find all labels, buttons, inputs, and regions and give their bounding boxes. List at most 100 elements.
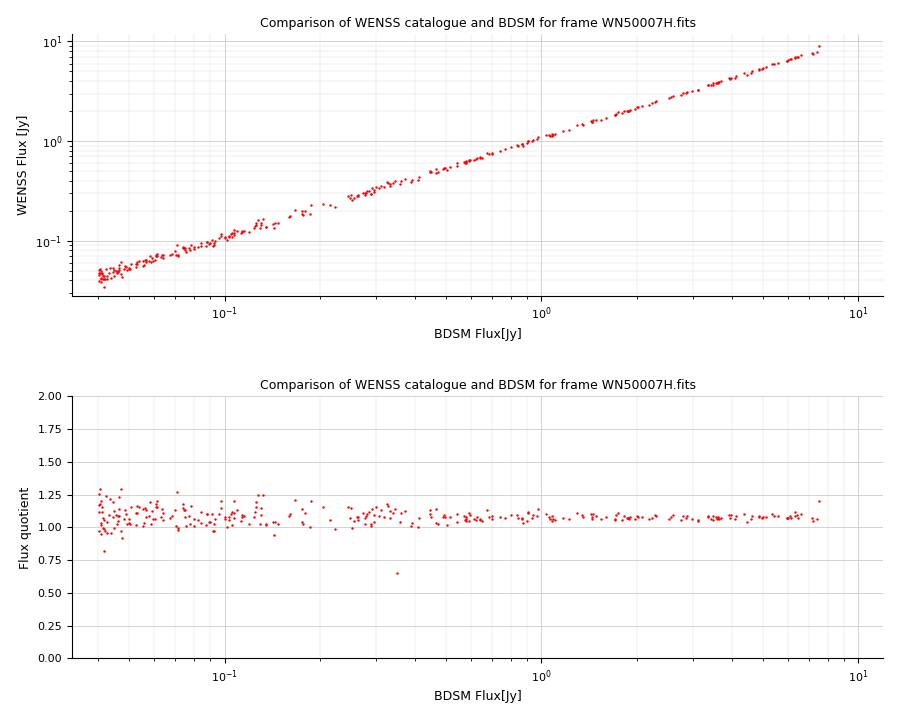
Point (206, 525, 220, 536)
Point (283, 508, 297, 520)
Point (711, 511, 725, 523)
Point (94, 519, 109, 531)
Point (176, 242, 191, 253)
Point (556, 513, 571, 524)
Point (765, 508, 779, 520)
Point (156, 252, 170, 264)
Point (206, 240, 220, 251)
Point (711, 76, 725, 88)
Point (150, 495, 165, 507)
Point (544, 130, 559, 142)
Point (628, 513, 643, 524)
Point (259, 519, 274, 531)
Point (438, 162, 453, 174)
Point (220, 521, 234, 533)
Point (770, 510, 785, 522)
Point (756, 511, 770, 523)
Point (268, 217, 283, 229)
Point (119, 508, 133, 519)
Point (473, 515, 488, 526)
Point (779, 55, 794, 67)
Point (364, 518, 378, 530)
Point (390, 567, 404, 579)
Point (684, 513, 698, 524)
Point (608, 513, 622, 525)
Point (642, 513, 656, 525)
Point (789, 509, 804, 521)
Point (381, 500, 395, 512)
Point (466, 154, 481, 166)
Point (266, 222, 281, 233)
Point (112, 491, 127, 503)
Point (117, 264, 131, 275)
Point (194, 238, 209, 249)
Point (122, 517, 136, 528)
Point (436, 511, 450, 523)
Point (266, 529, 281, 541)
Point (429, 517, 444, 528)
Point (708, 511, 723, 523)
Point (736, 508, 751, 520)
Point (575, 509, 590, 521)
Point (480, 147, 494, 158)
Point (191, 515, 205, 526)
Point (139, 504, 153, 516)
Point (585, 117, 599, 128)
Point (584, 115, 598, 127)
Point (621, 513, 635, 524)
Point (745, 510, 760, 521)
Point (584, 508, 598, 519)
Point (183, 245, 197, 256)
Point (623, 104, 637, 116)
Point (92, 488, 106, 500)
Point (463, 156, 477, 167)
Point (168, 520, 183, 531)
Point (214, 502, 229, 513)
Point (648, 510, 662, 521)
Point (498, 143, 512, 155)
Point (745, 66, 760, 77)
Point (179, 521, 194, 532)
Point (218, 232, 232, 243)
Point (167, 505, 182, 516)
Point (136, 504, 150, 516)
Point (115, 532, 130, 544)
Point (520, 516, 535, 527)
Title: Comparison of WENSS catalogue and BDSM for frame WN50007H.fits: Comparison of WENSS catalogue and BDSM f… (259, 379, 696, 392)
Point (794, 50, 808, 61)
Point (96, 545, 111, 557)
Point (545, 128, 560, 140)
Point (608, 109, 623, 121)
Point (212, 508, 226, 519)
Point (520, 135, 535, 147)
Point (443, 161, 457, 172)
Point (515, 513, 529, 524)
Point (700, 79, 715, 91)
Point (248, 219, 263, 230)
Point (148, 513, 162, 525)
Point (96, 512, 111, 523)
Point (176, 240, 190, 252)
Point (225, 232, 239, 243)
X-axis label: BDSM Flux[Jy]: BDSM Flux[Jy] (434, 690, 521, 703)
Point (120, 518, 134, 530)
Point (144, 253, 158, 264)
Point (712, 76, 726, 88)
Point (104, 273, 118, 284)
Point (642, 99, 656, 110)
Point (178, 504, 193, 516)
Point (615, 107, 629, 119)
Point (304, 495, 319, 507)
Point (765, 58, 779, 70)
Point (374, 180, 388, 192)
Point (809, 513, 824, 525)
Point (377, 181, 392, 193)
Point (469, 153, 483, 164)
Point (106, 262, 121, 274)
Point (98, 490, 112, 502)
Point (727, 513, 742, 525)
Point (100, 516, 114, 528)
Point (784, 54, 798, 66)
Point (103, 262, 117, 274)
Point (184, 239, 198, 251)
